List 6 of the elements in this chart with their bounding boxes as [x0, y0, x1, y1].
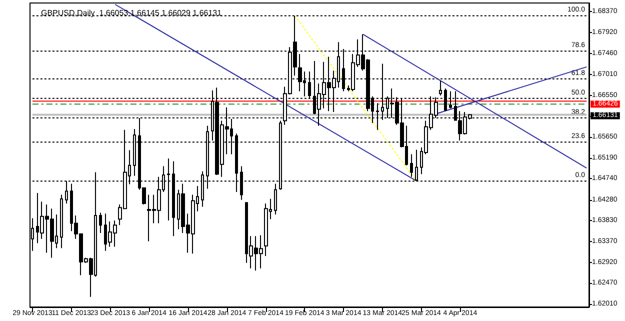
candlestick [99, 212, 102, 234]
candlestick [410, 154, 413, 178]
candlestick [60, 194, 63, 249]
candlestick [274, 183, 277, 216]
text: GBPUSD,Daily 1.66053 1.66145 1.66029 1.66131 [41, 8, 222, 18]
candlestick [264, 203, 268, 256]
